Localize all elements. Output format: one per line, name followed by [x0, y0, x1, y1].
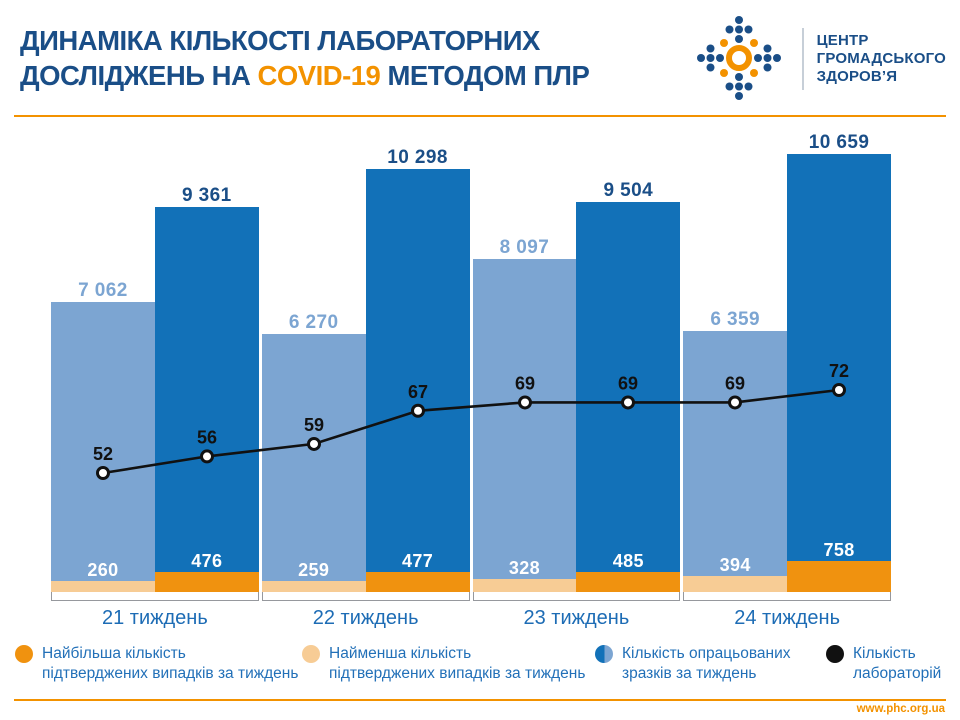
week-label: 22 тиждень [262, 601, 470, 630]
legend-label-line: підтверджених випадків за тиждень [42, 664, 298, 684]
page-title-line2-suffix: МЕТОДОМ ПЛР [380, 60, 589, 91]
labs-dot-icon [826, 645, 844, 663]
legend-label-line: Найбільша кількість [42, 644, 298, 664]
week-group-24-тиждень: 6 35939410 659758 [683, 140, 891, 592]
week-label: 21 тиждень [51, 601, 259, 630]
bar-value-label: 9 361 [182, 186, 232, 205]
footer-url: www.phc.org.ua [857, 703, 945, 715]
strip-max-confirmed [155, 572, 259, 592]
bar-value-label: 6 270 [289, 313, 339, 332]
plot: 5256596769696972 7 0622609 3614766 27025… [51, 140, 891, 592]
logo-text-line2: ГРОМАДСЬКОГО [817, 50, 946, 68]
week-group-23-тиждень: 8 0973289 504485 [473, 140, 681, 592]
strip-max-confirmed [576, 572, 680, 592]
legend-item-0: Найбільша кількістьпідтверджених випадкі… [15, 644, 298, 684]
legend-label-line: зразків за тиждень [622, 664, 791, 684]
legend-item-2: Кількість опрацьованихзразків за тиждень [595, 644, 791, 684]
phc-logo-dots-icon [689, 10, 789, 108]
bar-dark_blue-week21: 9 361476 [155, 207, 259, 592]
bar-light_blue-week23: 8 097328 [473, 259, 577, 592]
pcr-tests-chart: 5256596769696972 7 0622609 3614766 27025… [51, 140, 891, 630]
bar-light_blue-week21: 7 062260 [51, 302, 155, 592]
logo-divider [802, 28, 804, 90]
week-label: 23 тиждень [473, 601, 681, 630]
axis-bracket [51, 592, 259, 601]
header: ДИНАМІКА КІЛЬКОСТІ ЛАБОРАТОРНИХ ДОСЛІДЖЕ… [0, 0, 960, 92]
processed-samples-dot-icon [595, 645, 613, 663]
legend-item-1: Найменша кількістьпідтверджених випадків… [302, 644, 585, 684]
strip-value-label: 758 [823, 541, 854, 559]
legend-label: Кількістьлабораторій [853, 644, 941, 684]
bar-value-label: 8 097 [500, 238, 550, 257]
axis-cell-21-тиждень: 21 тиждень [51, 592, 259, 630]
logo-text-line3: ЗДОРОВ’Я [817, 68, 946, 86]
bar-light_blue-week22: 6 270259 [262, 334, 366, 592]
strip-value-label: 394 [720, 556, 751, 574]
strip-max-confirmed [787, 561, 891, 592]
page-title: ДИНАМІКА КІЛЬКОСТІ ЛАБОРАТОРНИХ ДОСЛІДЖЕ… [20, 24, 589, 93]
bar-dark_blue-week24: 10 659758 [787, 154, 891, 592]
week-label: 24 тиждень [683, 601, 891, 630]
bar-value-label: 9 504 [604, 181, 654, 200]
phc-logo: ЦЕНТР ГРОМАДСЬКОГО ЗДОРОВ’Я [689, 10, 946, 108]
axis-bracket [262, 592, 470, 601]
strip-min-confirmed [473, 579, 577, 593]
legend-label-line: Кількість [853, 644, 941, 664]
bar-value-label: 10 659 [809, 133, 870, 152]
strip-min-confirmed [51, 581, 155, 592]
strip-value-label: 485 [613, 552, 644, 570]
strip-value-label: 477 [402, 552, 433, 570]
legend: Найбільша кількістьпідтверджених випадкі… [0, 644, 960, 694]
page-title-line1: ДИНАМІКА КІЛЬКОСТІ ЛАБОРАТОРНИХ [20, 24, 589, 59]
footer-divider [14, 699, 946, 701]
legend-label: Найменша кількістьпідтверджених випадків… [329, 644, 585, 684]
legend-label: Найбільша кількістьпідтверджених випадкі… [42, 644, 298, 684]
legend-label: Кількість опрацьованихзразків за тиждень [622, 644, 791, 684]
strip-value-label: 259 [298, 561, 329, 579]
week-group-22-тиждень: 6 27025910 298477 [262, 140, 470, 592]
strip-value-label: 260 [87, 561, 118, 579]
week-group-21-тиждень: 7 0622609 361476 [51, 140, 259, 592]
axis-bracket [473, 592, 681, 601]
axis-cell-22-тиждень: 22 тиждень [262, 592, 470, 630]
strip-value-label: 328 [509, 559, 540, 577]
strip-min-confirmed [262, 581, 366, 592]
infographic-page: ДИНАМІКА КІЛЬКОСТІ ЛАБОРАТОРНИХ ДОСЛІДЖЕ… [0, 0, 960, 720]
legend-label-line: лабораторій [853, 664, 941, 684]
bar-value-label: 10 298 [387, 148, 448, 167]
covid19-highlight: COVID-19 [258, 60, 381, 91]
bar-dark_blue-week22: 10 298477 [366, 169, 470, 592]
page-title-line2: ДОСЛІДЖЕНЬ НА COVID-19 МЕТОДОМ ПЛР [20, 59, 589, 94]
strip-max-confirmed [366, 572, 470, 592]
logo-text: ЦЕНТР ГРОМАДСЬКОГО ЗДОРОВ’Я [817, 32, 946, 86]
min-confirmed-dot-icon [302, 645, 320, 663]
logo-text-line1: ЦЕНТР [817, 32, 946, 50]
legend-label-line: підтверджених випадків за тиждень [329, 664, 585, 684]
legend-label-line: Кількість опрацьованих [622, 644, 791, 664]
legend-item-3: Кількістьлабораторій [826, 644, 941, 684]
bar-light_blue-week24: 6 359394 [683, 331, 787, 592]
bar-value-label: 7 062 [78, 281, 128, 300]
x-axis: 21 тиждень22 тиждень23 тиждень24 тиждень [51, 592, 891, 630]
strip-min-confirmed [683, 576, 787, 592]
legend-label-line: Найменша кількість [329, 644, 585, 664]
axis-cell-24-тиждень: 24 тиждень [683, 592, 891, 630]
axis-bracket [683, 592, 891, 601]
bar-value-label: 6 359 [710, 310, 760, 329]
axis-cell-23-тиждень: 23 тиждень [473, 592, 681, 630]
page-title-line2-prefix: ДОСЛІДЖЕНЬ НА [20, 60, 258, 91]
bar-dark_blue-week23: 9 504485 [576, 202, 680, 593]
max-confirmed-dot-icon [15, 645, 33, 663]
header-divider [14, 115, 946, 117]
strip-value-label: 476 [191, 552, 222, 570]
